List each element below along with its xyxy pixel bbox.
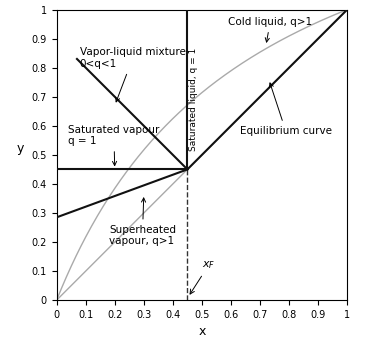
Text: $x_F$: $x_F$	[190, 259, 215, 294]
Text: Vapor-liquid mixture
0<q<1: Vapor-liquid mixture 0<q<1	[80, 47, 186, 102]
Y-axis label: y: y	[17, 142, 24, 155]
Text: Saturated vapour
q = 1: Saturated vapour q = 1	[68, 125, 160, 165]
Text: Superheated
vapour, q>1: Superheated vapour, q>1	[109, 198, 176, 246]
X-axis label: x: x	[198, 325, 206, 338]
Text: Saturated liquid, q = 1: Saturated liquid, q = 1	[189, 48, 198, 151]
Text: Cold liquid, q>1: Cold liquid, q>1	[228, 17, 312, 42]
Text: Equilibrium curve: Equilibrium curve	[240, 83, 332, 136]
